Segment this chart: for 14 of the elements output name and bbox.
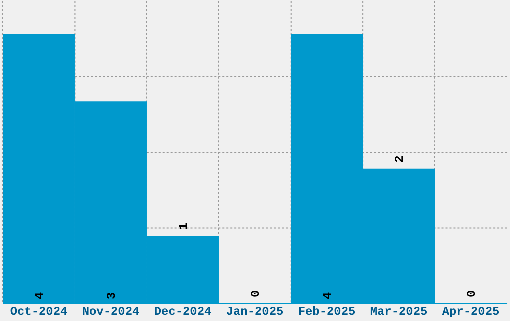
x-tick-label: Dec-2024 (154, 304, 212, 319)
data-label: 4 (320, 292, 335, 300)
data-label: 1 (176, 223, 191, 230)
data-label: 3 (104, 292, 119, 300)
data-label: 2 (392, 156, 407, 163)
data-label: 0 (464, 290, 479, 298)
x-tick-label: Feb-2025 (298, 304, 356, 319)
x-tick-label: Apr-2025 (442, 304, 500, 319)
x-tick-label: Nov-2024 (82, 304, 140, 319)
data-label: 4 (32, 292, 47, 300)
data-label: 0 (248, 290, 263, 298)
x-tick-label: Oct-2024 (10, 304, 68, 319)
x-tick-label: Jan-2025 (226, 304, 284, 319)
x-tick-label: Mar-2025 (370, 304, 428, 319)
